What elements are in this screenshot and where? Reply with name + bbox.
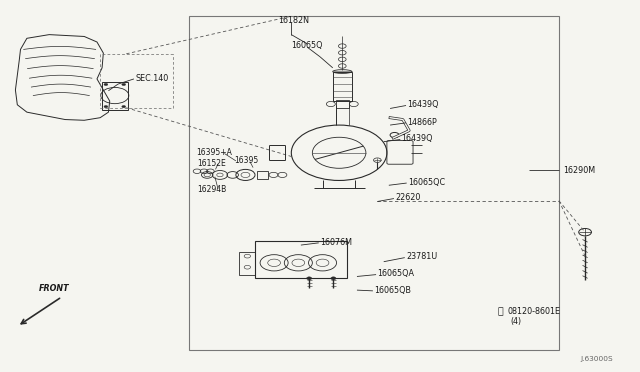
Text: 22620: 22620: [395, 193, 420, 202]
Bar: [336, 100, 349, 109]
Text: 08120-8601E: 08120-8601E: [508, 307, 561, 316]
Text: SEC.140: SEC.140: [135, 74, 168, 83]
Text: Ⓑ: Ⓑ: [497, 307, 503, 316]
Text: 16439Q: 16439Q: [407, 100, 439, 109]
Bar: [239, 253, 255, 275]
Text: 16182N: 16182N: [278, 16, 309, 25]
Text: 16152E: 16152E: [197, 158, 226, 168]
Bar: [102, 81, 127, 110]
Circle shape: [307, 277, 312, 280]
Bar: [257, 171, 268, 179]
Bar: [333, 71, 352, 101]
Text: 16065Q: 16065Q: [291, 41, 323, 50]
Text: 14866P: 14866P: [407, 118, 437, 126]
Text: 16065QB: 16065QB: [374, 286, 411, 295]
Circle shape: [331, 277, 336, 280]
Circle shape: [122, 83, 125, 86]
Text: 16065QC: 16065QC: [408, 178, 445, 187]
Text: 16065QA: 16065QA: [378, 269, 414, 278]
Text: 16439Q: 16439Q: [401, 134, 433, 143]
Bar: [189, 16, 559, 350]
Bar: [255, 241, 348, 278]
Text: 16395+A: 16395+A: [196, 148, 232, 157]
Text: 23781U: 23781U: [406, 252, 437, 262]
Circle shape: [104, 83, 108, 86]
Text: (4): (4): [510, 317, 521, 326]
Text: FRONT: FRONT: [38, 284, 69, 293]
Text: 16290M: 16290M: [563, 166, 596, 174]
Text: 16076M: 16076M: [320, 238, 352, 247]
Circle shape: [122, 106, 125, 108]
Text: J.63000S: J.63000S: [580, 356, 613, 362]
Circle shape: [104, 106, 108, 108]
Text: 16395: 16395: [235, 156, 259, 166]
Text: 16294B: 16294B: [197, 185, 227, 194]
